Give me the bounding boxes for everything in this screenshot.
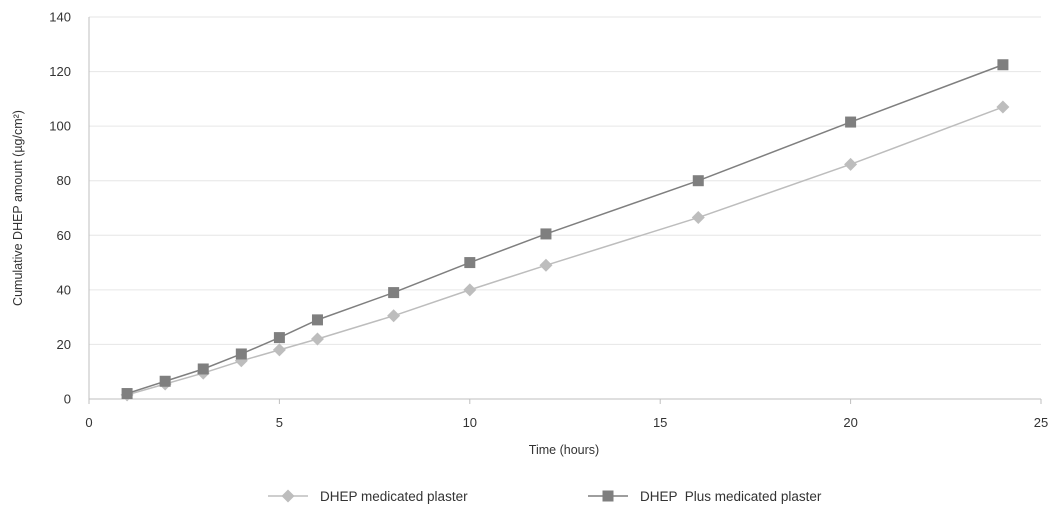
data-point	[996, 100, 1010, 114]
legend-marker-1	[602, 490, 614, 502]
data-point	[311, 314, 323, 326]
legend-label-0: DHEP medicated plaster	[320, 489, 468, 504]
data-point	[463, 283, 477, 297]
data-point	[272, 343, 286, 357]
data-point	[197, 363, 209, 375]
x-tick-label: 5	[276, 415, 283, 430]
y-tick-labels: 0 20 40 60 80 100 120 140	[49, 10, 71, 407]
data-point	[464, 257, 476, 269]
grid-lines	[89, 16, 1041, 345]
y-tick-label: 80	[57, 173, 71, 188]
data-point	[310, 332, 324, 346]
data-point	[997, 59, 1009, 71]
data-point	[539, 258, 553, 272]
legend-item-1: DHEP Plus medicated plaster	[588, 489, 822, 504]
data-point	[273, 332, 285, 344]
y-tick-label: 140	[49, 10, 71, 25]
series-line-0	[126, 106, 1004, 396]
series-line-1	[126, 64, 1004, 395]
x-tick-label: 15	[653, 415, 667, 430]
legend-item-0: DHEP medicated plaster	[268, 489, 468, 504]
y-tick-label: 20	[57, 337, 71, 352]
legend-marker-0	[281, 489, 295, 503]
data-point	[159, 375, 171, 387]
y-tick-label: 0	[64, 392, 71, 407]
legend-label-1: DHEP Plus medicated plaster	[640, 489, 822, 504]
x-tick-label: 0	[85, 415, 92, 430]
data-point	[235, 348, 247, 360]
data-point	[121, 388, 133, 400]
data-point	[692, 175, 704, 187]
series-0	[120, 100, 1010, 402]
series-layer	[120, 59, 1010, 402]
x-axis-title: Time (hours)	[529, 443, 599, 457]
watermark-logo-icon	[995, 447, 1041, 493]
y-tick-label: 120	[49, 64, 71, 79]
y-tick-label: 40	[57, 282, 71, 297]
x-tick-labels: 0 5 10 15 20 25	[85, 415, 1048, 430]
series-1	[121, 59, 1009, 400]
data-point	[540, 228, 552, 240]
logo-stroke-b	[1005, 447, 1031, 493]
data-point	[691, 211, 705, 225]
y-tick-label: 60	[57, 228, 71, 243]
x-tick-label: 25	[1034, 415, 1048, 430]
data-point	[844, 157, 858, 171]
data-point	[387, 309, 401, 323]
y-axis-title: Cumulative DHEP amount (µg/cm²)	[11, 110, 25, 306]
axes	[88, 17, 1042, 404]
legend: DHEP medicated plaster DHEP Plus medicate…	[268, 489, 822, 504]
x-tick-label: 10	[463, 415, 477, 430]
y-tick-label: 100	[49, 119, 71, 134]
x-tick-label: 20	[843, 415, 857, 430]
data-point	[388, 287, 400, 299]
data-point	[845, 116, 857, 128]
